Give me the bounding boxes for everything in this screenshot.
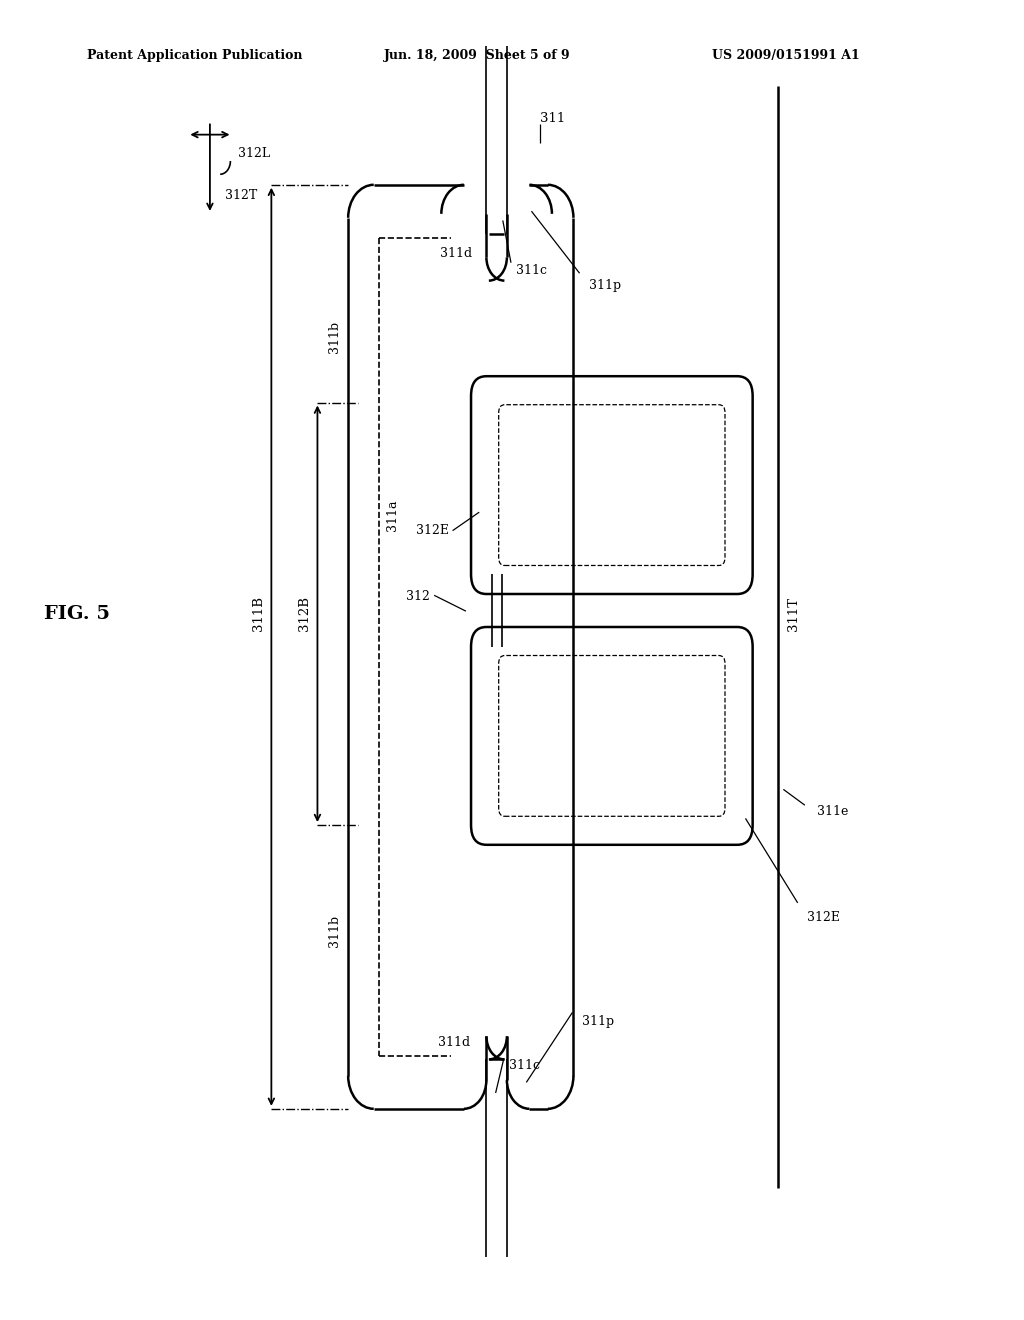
Text: 311p: 311p xyxy=(582,1015,613,1028)
Text: 312T: 312T xyxy=(225,189,257,202)
Text: 311T: 311T xyxy=(787,597,800,631)
Text: FIG. 5: FIG. 5 xyxy=(44,605,110,623)
Text: 311B: 311B xyxy=(252,597,264,631)
Text: 311a: 311a xyxy=(386,499,398,531)
Text: 312B: 312B xyxy=(298,597,310,631)
Text: 311d: 311d xyxy=(439,247,472,260)
Text: 311c: 311c xyxy=(509,1059,540,1072)
Text: 311e: 311e xyxy=(817,805,849,818)
Text: 311: 311 xyxy=(541,112,565,125)
Text: 312E: 312E xyxy=(416,524,449,537)
Text: 311c: 311c xyxy=(516,264,547,277)
Text: 311d: 311d xyxy=(437,1036,470,1049)
Text: 312E: 312E xyxy=(807,911,840,924)
Text: 311b: 311b xyxy=(329,321,341,352)
Text: 311p: 311p xyxy=(589,279,621,292)
Text: 311b: 311b xyxy=(329,915,341,946)
Text: US 2009/0151991 A1: US 2009/0151991 A1 xyxy=(712,49,859,62)
Text: Patent Application Publication: Patent Application Publication xyxy=(87,49,302,62)
Text: 312: 312 xyxy=(407,590,430,603)
Text: 312L: 312L xyxy=(238,147,269,160)
Text: Jun. 18, 2009  Sheet 5 of 9: Jun. 18, 2009 Sheet 5 of 9 xyxy=(384,49,570,62)
